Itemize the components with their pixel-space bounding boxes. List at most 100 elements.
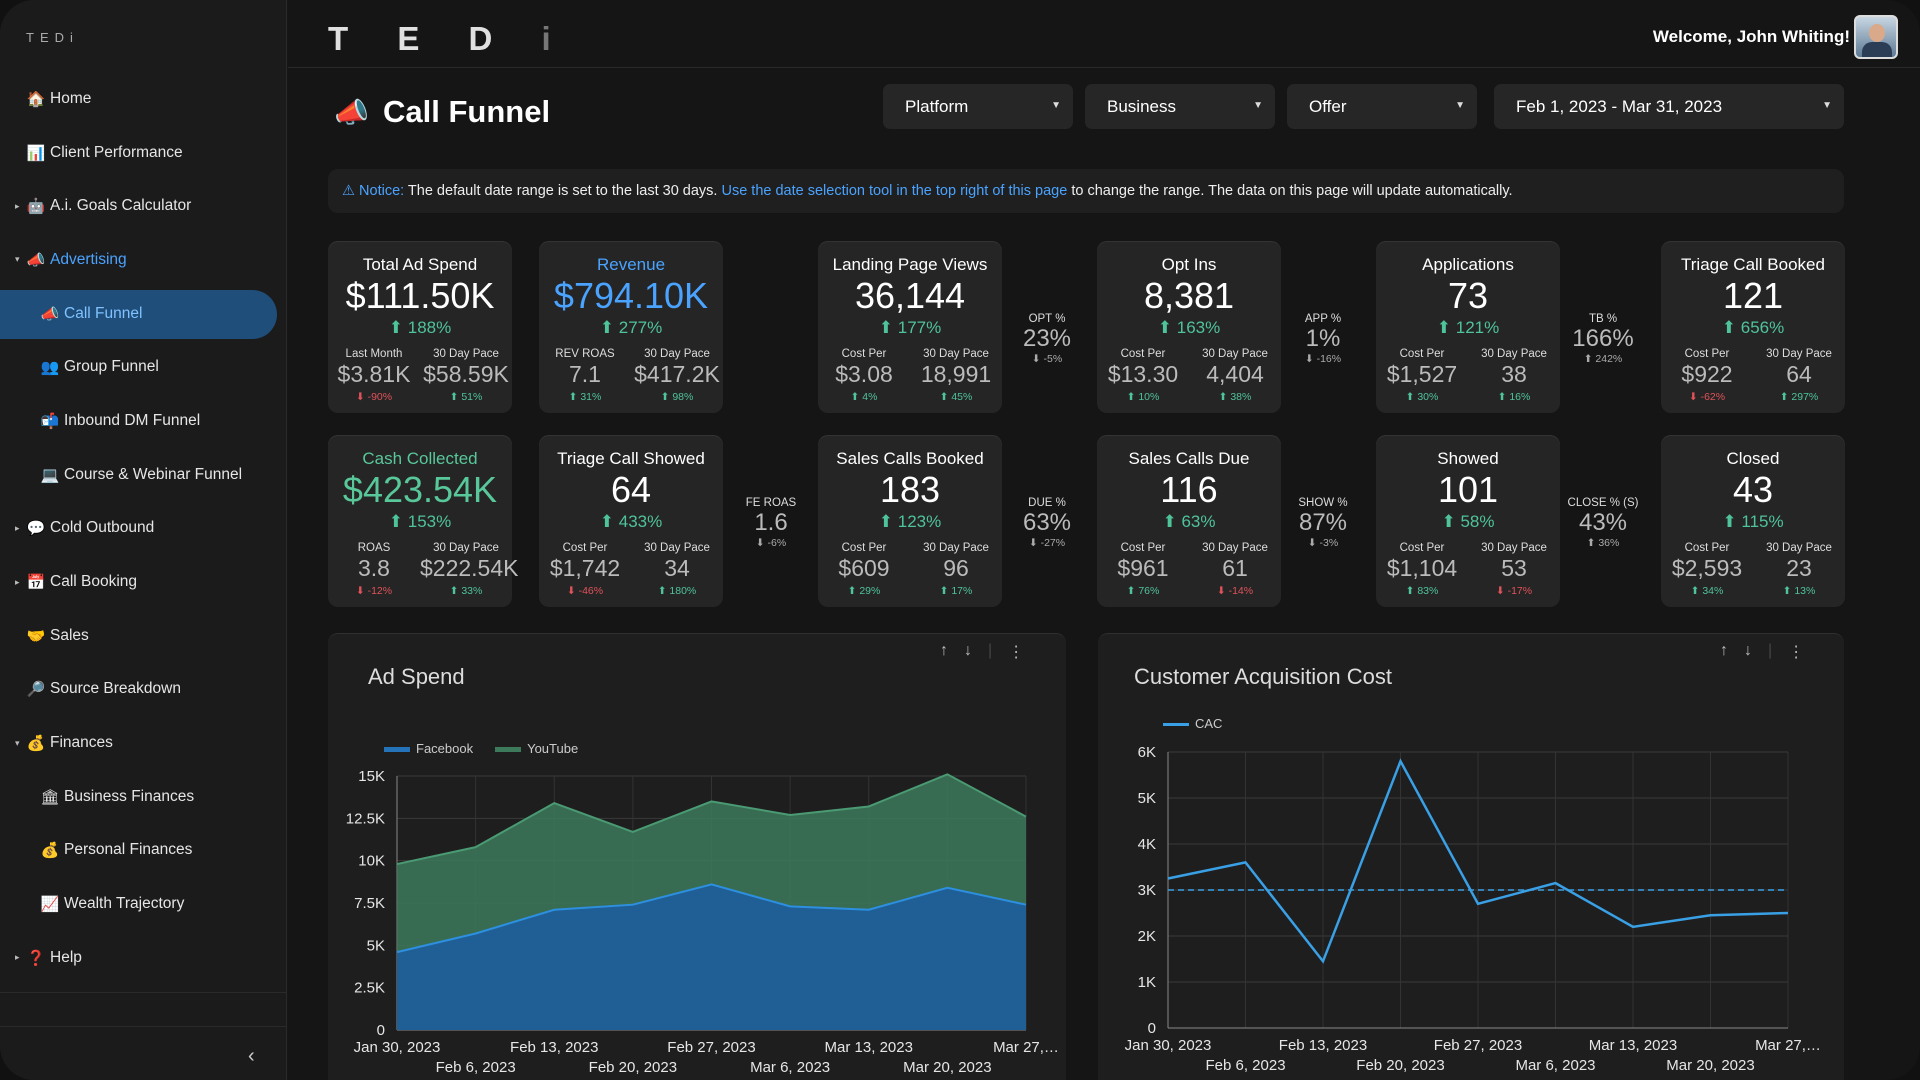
menu-icon: 📅: [26, 574, 46, 592]
ratio-delta: ⬇ -6%: [755, 537, 787, 549]
sidebar-item-client-performance[interactable]: 📊 Client Performance: [0, 126, 287, 180]
kpi-value: 8,381: [1143, 275, 1235, 316]
y-tick-label: 2K: [1138, 928, 1156, 945]
sidebar-item-call-funnel[interactable]: 📣 Call Funnel: [0, 287, 287, 341]
kpi-value: $111.50K: [345, 275, 495, 316]
sidebar-item-call-booking[interactable]: ▸ 📅 Call Booking: [0, 555, 287, 609]
business-dropdown[interactable]: Business ▼: [1085, 84, 1275, 129]
sidebar-item-advertising[interactable]: ▾ 📣 Advertising: [0, 233, 287, 287]
menu-icon: 📊: [26, 144, 46, 162]
kpi-sub-left: Cost Per $1,104 ⬆ 83%: [1376, 542, 1468, 597]
kpi-change: ⬆ 123%: [878, 512, 942, 531]
kpi-sub-value: $1,104: [1386, 555, 1458, 581]
kpi-card: Total Ad Spend $111.50K ⬆ 188% Last Month $3…: [328, 241, 512, 413]
caret-icon[interactable]: ▾: [15, 737, 20, 748]
kpi-sub-label: 30 Day Pace: [1766, 542, 1832, 554]
sidebar-item-label: A.i. Goals Calculator: [50, 197, 192, 215]
sidebar-item-sales[interactable]: 🤝 Sales: [0, 609, 287, 663]
cac-panel: Customer Acquisition Cost ↑ ↓ | ⋮ CAC 0 1K 2K…: [1098, 633, 1844, 1080]
sidebar-item-finances[interactable]: ▾ 💰 Finances: [0, 716, 287, 770]
sidebar-item-business-finances[interactable]: 🏛 Business Finances: [0, 770, 287, 824]
x-tick-label: Feb 20, 2023: [589, 1059, 677, 1076]
notice-text-end: to change the range. The data on this pa…: [1067, 183, 1513, 199]
more-options-icon[interactable]: ⋮: [1788, 644, 1805, 661]
sidebar-item-label: Client Performance: [50, 143, 183, 161]
kpi-sub-left: Cost Per $2,593 ⬆ 34%: [1661, 542, 1753, 597]
date-range-picker[interactable]: Feb 1, 2023 - Mar 31, 2023 ▼: [1494, 84, 1844, 129]
caret-icon[interactable]: ▸: [15, 200, 20, 211]
legend-item[interactable]: Facebook: [384, 741, 473, 756]
sidebar-item-group-funnel[interactable]: 👥 Group Funnel: [0, 340, 287, 394]
sidebar-item-wealth-trajectory[interactable]: 📈 Wealth Trajectory: [0, 877, 287, 931]
kpi-sub-left: REV ROAS 7.1 ⬆ 31%: [539, 348, 631, 403]
kpi-sub-value: $222.54K: [420, 555, 519, 581]
legend-label: YouTube: [527, 741, 579, 756]
notice-link[interactable]: Use the date selection tool in the top r…: [721, 183, 1068, 199]
ratio-value: 63%: [1022, 509, 1072, 536]
ratio-value: 1.6: [754, 509, 788, 536]
kpi-sub-label: 30 Day Pace: [433, 542, 499, 554]
x-tick-label: Mar 27,…: [993, 1039, 1059, 1056]
legend-item[interactable]: YouTube: [495, 741, 578, 756]
offer-dropdown[interactable]: Offer ▼: [1287, 84, 1477, 129]
kpi-sub-label: 30 Day Pace: [1202, 348, 1268, 360]
y-tick-label: 0: [377, 1022, 385, 1039]
kpi-change: ⬆ 121%: [1436, 318, 1500, 337]
sidebar: TEDi 🏠 Home 📊 Client Performance ▸ 🤖 A.i. Goal…: [0, 0, 287, 1080]
x-tick-label: Mar 20, 2023: [1666, 1057, 1754, 1074]
kpi-value: 116: [1160, 469, 1218, 510]
sidebar-item-inbound-dm-funnel[interactable]: 📬 Inbound DM Funnel: [0, 394, 287, 448]
sidebar-item-personal-finances[interactable]: 💰 Personal Finances: [0, 824, 287, 878]
kpi-card: Sales Calls Due 116 ⬆ 63% Cost Per $961 ⬆ 76%…: [1097, 435, 1281, 607]
caret-icon[interactable]: ▸: [15, 952, 20, 963]
sort-down-icon[interactable]: ↓: [1744, 642, 1752, 659]
main-content: T E D i Welcome, John Whiting! 📣 Call Fu…: [288, 0, 1920, 1080]
sidebar-item-home[interactable]: 🏠 Home: [0, 72, 287, 126]
kpi-value: $423.54K: [342, 469, 498, 510]
y-tick-label: 4K: [1138, 836, 1156, 853]
x-tick-label: Jan 30, 2023: [354, 1039, 441, 1056]
kpi-title: Triage Call Showed: [557, 449, 705, 468]
kpi-sub-label: 30 Day Pace: [1481, 542, 1547, 554]
ratio-label: OPT %: [1028, 313, 1066, 325]
kpi-sub-delta: ⬆ 30%: [1405, 391, 1439, 403]
kpi-sub-label: Cost Per: [562, 542, 608, 554]
kpi-title: Showed: [1437, 449, 1499, 468]
more-options-icon[interactable]: ⋮: [1008, 644, 1025, 661]
kpi-sub-delta: ⬆ 31%: [568, 391, 602, 403]
sidebar-item-label: Home: [50, 89, 92, 107]
sidebar-item-cold-outbound[interactable]: ▸ 💬 Cold Outbound: [0, 502, 287, 556]
chevron-down-icon: ▼: [1051, 100, 1061, 111]
kpi-sub-value: $1,742: [549, 555, 621, 581]
platform-dropdown[interactable]: Platform ▼: [883, 84, 1073, 129]
sort-down-icon[interactable]: ↓: [964, 642, 972, 659]
kpi-sub-value: 7.1: [569, 361, 601, 387]
sidebar-item-help[interactable]: ▸ ❓ Help: [0, 931, 287, 985]
kpi-sub-label: Cost Per: [1120, 542, 1166, 554]
avatar[interactable]: [1854, 15, 1898, 59]
kpi-sub-value: 53: [1501, 555, 1527, 581]
y-tick-label: 0: [1148, 1020, 1156, 1037]
caret-icon[interactable]: ▸: [15, 522, 20, 533]
ratio-label: APP %: [1304, 313, 1342, 325]
legend-item[interactable]: CAC: [1163, 716, 1222, 731]
ratio-value: 166%: [1572, 325, 1634, 352]
ratio-metric: OPT % 23% ⬇ -5%: [1002, 313, 1092, 365]
ratio-metric: APP % 1% ⬇ -16%: [1278, 313, 1368, 365]
sidebar-item-source-breakdown[interactable]: 🔎 Source Breakdown: [0, 663, 287, 717]
kpi-sub-value: $3.81K: [337, 361, 411, 387]
caret-icon[interactable]: ▸: [15, 576, 20, 587]
kpi-card: Cash Collected $423.54K ⬆ 153% ROAS 3.8 ⬇ -12…: [328, 435, 519, 607]
ad-spend-chart: 0 2.5K 5K 7.5K 10K 12.5K 15K Jan 30, 2023 Feb 13…: [346, 768, 1059, 1076]
sidebar-item-course-webinar-funnel[interactable]: 💻 Course & Webinar Funnel: [0, 448, 287, 502]
collapse-sidebar-icon[interactable]: ‹: [248, 1045, 255, 1067]
caret-icon[interactable]: ▾: [15, 254, 20, 265]
sidebar-item-a-i-goals-calculator[interactable]: ▸ 🤖 A.i. Goals Calculator: [0, 179, 287, 233]
kpi-sub-value: 18,991: [920, 361, 992, 387]
x-tick-label: Mar 13, 2023: [825, 1039, 913, 1056]
sidebar-item-label: Business Finances: [64, 787, 195, 805]
sort-up-icon[interactable]: ↑: [1720, 642, 1728, 659]
menu-icon: 💻: [40, 466, 60, 484]
sort-up-icon[interactable]: ↑: [940, 642, 948, 659]
kpi-title: Sales Calls Booked: [836, 449, 984, 468]
